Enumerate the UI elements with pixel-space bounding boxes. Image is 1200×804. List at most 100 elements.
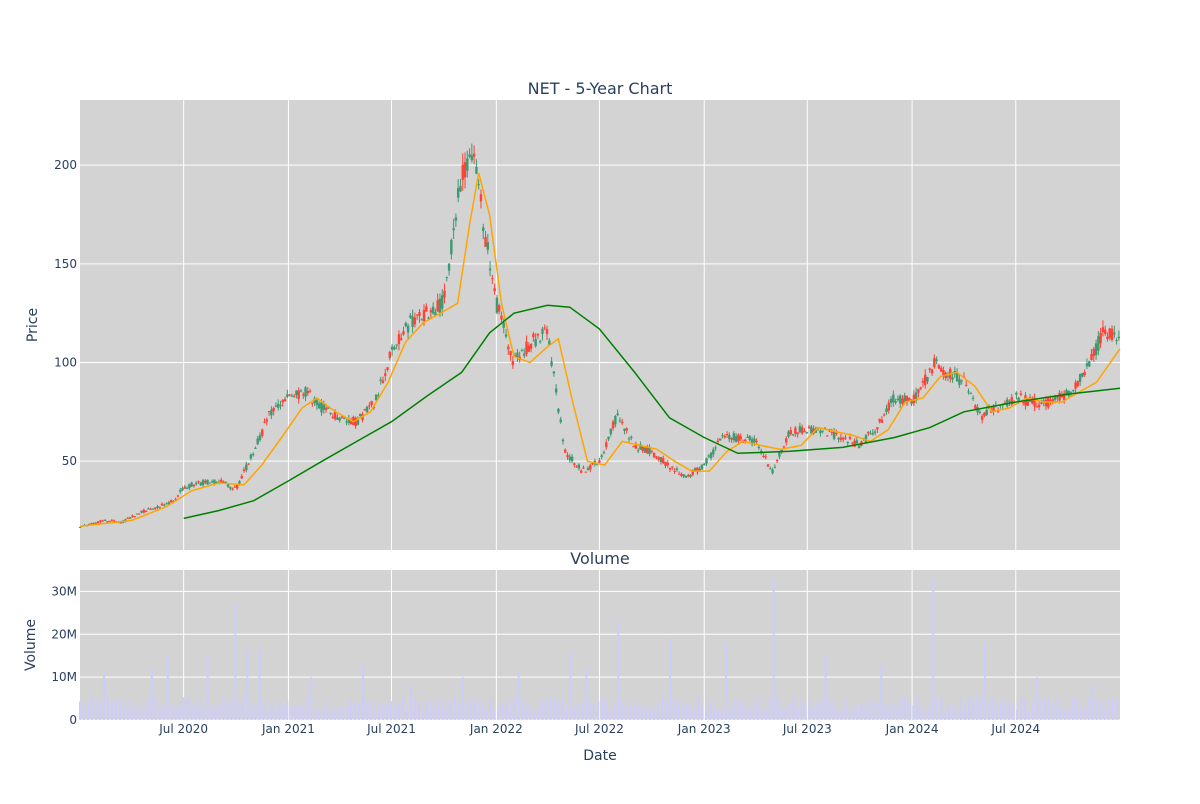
candle-body [853,440,856,447]
volume-bar [198,698,201,720]
volume-bar [856,703,859,720]
candle-body [295,390,298,396]
candle-body [1092,348,1096,357]
volume-bar [629,706,632,720]
candle-body [472,153,476,157]
candle-body [716,440,720,443]
candle-body [634,443,638,449]
candle-body [220,479,223,483]
candle-body [889,398,893,403]
volume-bar [740,700,743,720]
candle-body [466,158,469,171]
candle-body [468,154,471,157]
volume-bar [724,642,727,720]
grid-layer [80,100,1120,721]
volume-bar [788,702,791,720]
candle-body [744,439,747,442]
volume-bar [673,698,676,720]
candle-body [835,433,838,435]
x-tick-label: Jul 2022 [574,722,624,736]
candle-body [545,329,549,335]
candle-body [598,460,601,463]
volume-bar [477,702,480,720]
candle-body [436,300,439,312]
candle-body [636,450,640,452]
volume-bar [473,698,476,720]
candle-body [208,482,212,484]
volume-bar [912,705,915,720]
candle-body [1053,396,1057,400]
candle-body [732,433,736,441]
volume-bar [258,647,261,720]
volume-bar [792,696,795,720]
candle-body [728,435,731,440]
candle-body [687,475,690,477]
candle-body [1106,336,1109,340]
volume-bar [621,700,624,720]
candle-body [520,350,524,352]
volume-bar [904,697,907,720]
candle-body [409,315,412,318]
candle-body [570,456,574,462]
candle-body [933,358,936,368]
volume-bar [342,704,345,720]
volume-bar [772,578,775,720]
volume-bar [908,701,911,720]
candle-body [525,341,528,354]
candle-body [621,421,624,424]
candle-body [94,522,98,524]
candle-body [222,481,225,484]
candle-body [491,278,494,280]
volume-bar [489,697,492,720]
candle-body [958,379,961,385]
candle-body [855,440,859,444]
volume-bar [1071,697,1074,720]
volume-bar [222,696,225,720]
candle-body [381,380,385,383]
candle-body [504,334,508,337]
volume-bar [170,705,173,720]
candle-body [910,399,913,404]
candle-body [450,239,453,255]
volume-bar [752,704,755,720]
volume-bar [685,704,688,720]
volume-bar [485,710,488,720]
volume-bar [166,655,169,720]
candle-body [1019,393,1023,395]
candle-body [926,377,929,382]
candle-body [263,421,266,423]
candle-body [87,523,91,525]
candle-body [791,434,795,436]
candle-body [354,417,357,427]
candle-body [140,510,143,513]
candle-body [183,486,186,489]
candle-body [928,368,931,370]
candle-body [857,445,861,449]
candle-body [415,314,419,316]
candle-body [138,513,141,515]
candle-body [554,388,558,393]
volume-bar [1067,707,1070,720]
candle-body [573,463,576,465]
volume-bar [677,699,680,720]
candle-body [438,298,442,314]
volume-bar [110,700,113,720]
candle-body [165,503,168,505]
volume-bar [98,701,101,720]
candle-body [516,352,519,358]
volume-bar [868,700,871,720]
volume-bar [286,700,289,720]
price-y-tick-label: 100 [54,356,77,370]
candle-body [917,389,920,393]
candle-body [803,431,806,433]
candle-body [921,381,925,383]
candle-body [846,441,849,444]
volume-bar [780,707,783,720]
volume-bar [401,696,404,720]
volume-bar [194,704,197,720]
volume-bar [956,708,959,720]
volume-bar [836,707,839,720]
candle-body [782,446,786,448]
volume-bar [976,696,979,720]
candle-body [181,488,184,491]
